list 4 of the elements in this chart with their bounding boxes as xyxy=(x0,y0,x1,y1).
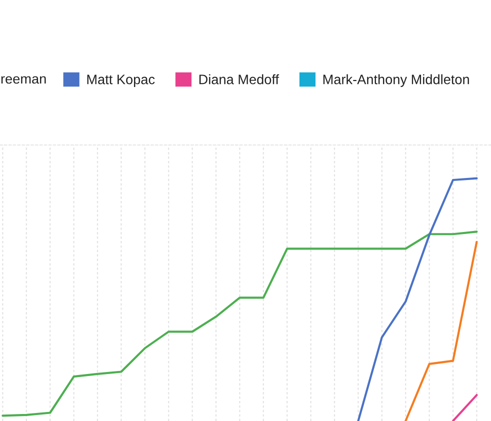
legend-label: Diana Medoff xyxy=(199,74,280,84)
legend-label: Matt Kopac xyxy=(87,74,155,87)
text: reeman xyxy=(1,76,46,84)
legend-label: Mark-Anthony Middleton xyxy=(323,74,469,87)
